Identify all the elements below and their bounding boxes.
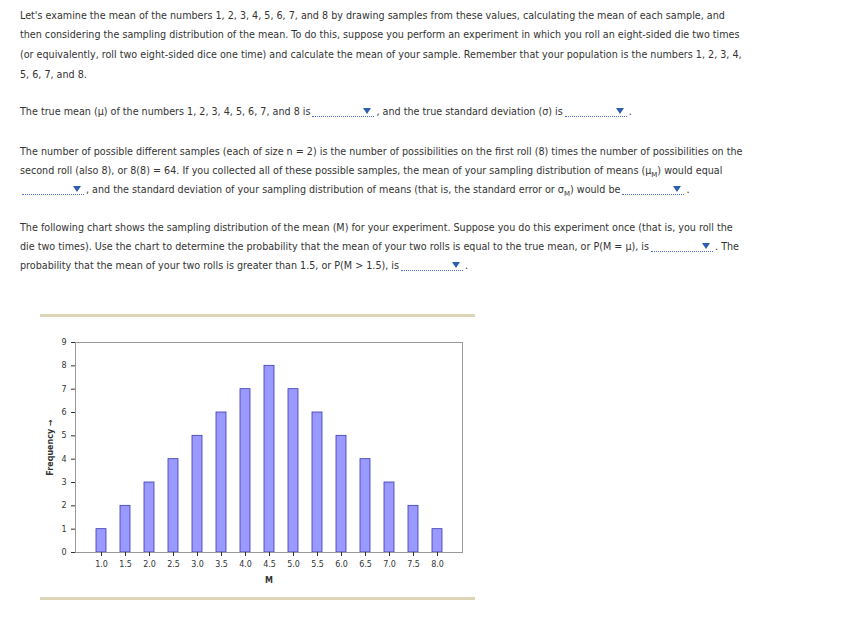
svg-text:5: 5 — [61, 431, 66, 440]
svg-text:4: 4 — [61, 455, 66, 464]
svg-text:1: 1 — [61, 525, 66, 534]
svg-text:0: 0 — [61, 548, 66, 557]
html-text:die two times). Use the chart: die two times). Use the chart to determi… — [20, 241, 649, 252]
svg-text:5.5: 5.5 — [311, 560, 324, 569]
html-text:The number of possible differe: The number of possible different samples… — [20, 146, 743, 157]
html-text:second roll (also 8), or 8(8): second roll (also 8), or 8(8) = 64. If y… — [20, 165, 723, 179]
html-text:probability that the mean of y: probability that the mean of your two ro… — [20, 260, 399, 271]
svg-text:3: 3 — [61, 478, 66, 487]
svg-text:8.0: 8.0 — [431, 560, 444, 569]
svg-text:7: 7 — [61, 385, 66, 394]
svg-text:5.0: 5.0 — [287, 560, 300, 569]
html-text:Let's examine the mean of the: Let's examine the mean of the numbers 1,… — [20, 10, 725, 21]
svg-text:3.0: 3.0 — [191, 560, 204, 569]
html-text:, and the true standard deviat: , and the true standard deviation (σ) is — [376, 106, 563, 117]
svg-text:1.5: 1.5 — [119, 560, 132, 569]
html-text:. The: . The — [715, 241, 739, 252]
html-text:(or equivalently, roll two eig: (or equivalently, roll two eight-sided d… — [20, 49, 742, 60]
svg-text:Frequency →: Frequency → — [46, 419, 55, 476]
html-text:5, 6, 7, and 8.: 5, 6, 7, and 8. — [20, 69, 87, 80]
svg-text:9: 9 — [61, 338, 66, 347]
svg-text:2: 2 — [61, 501, 66, 510]
html-text:The following chart shows the: The following chart shows the sampling d… — [20, 222, 733, 233]
svg-text:2.0: 2.0 — [143, 560, 156, 569]
html-text:The true mean (μ) of the numbe: The true mean (μ) of the numbers 1, 2, 3… — [20, 106, 311, 117]
svg-text:7.5: 7.5 — [407, 560, 420, 569]
svg-text:4.5: 4.5 — [263, 560, 276, 569]
svg-text:6.5: 6.5 — [359, 560, 372, 569]
svg-text:2.5: 2.5 — [167, 560, 180, 569]
html-text:then considering the sampling: then considering the sampling distributi… — [20, 29, 740, 40]
svg-text:6: 6 — [61, 408, 66, 417]
svg-text:4.0: 4.0 — [239, 560, 252, 569]
html-text:, and the standard deviation o: , and the standard deviation of your sam… — [86, 184, 621, 198]
svg-text:7.0: 7.0 — [383, 560, 396, 569]
svg-text:6.0: 6.0 — [335, 560, 348, 569]
svg-text:M: M — [265, 576, 273, 585]
svg-text:8: 8 — [61, 361, 66, 370]
svg-text:3.5: 3.5 — [215, 560, 228, 569]
svg-text:1.0: 1.0 — [95, 560, 108, 569]
